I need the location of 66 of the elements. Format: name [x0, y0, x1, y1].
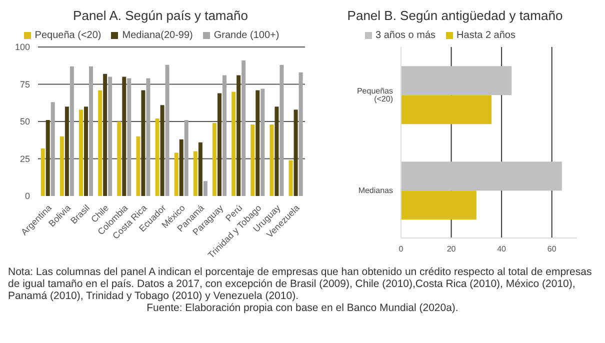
bar: [401, 162, 562, 191]
bar: [288, 160, 293, 196]
y-tick-label: 100: [14, 42, 30, 52]
bar: [160, 105, 164, 196]
bar: [198, 142, 202, 196]
bar: [203, 181, 208, 196]
y-tick-label: 75: [20, 79, 30, 90]
bar: [155, 118, 160, 196]
source-note: Fuente: Elaboración propia con base en el Banco Mundial (2020a).: [146, 302, 460, 314]
bar: [64, 106, 69, 196]
bar: [89, 66, 94, 196]
bar: [117, 122, 122, 196]
bar: [179, 139, 184, 196]
bar: [184, 120, 188, 196]
bar: [401, 190, 476, 220]
bar: [127, 78, 132, 196]
bar: [236, 75, 241, 196]
y-tick-label: 0: [24, 191, 30, 202]
x-tick-label: 20: [446, 244, 456, 254]
x-tick-label: 60: [547, 244, 557, 254]
bar: [193, 151, 198, 196]
legend-label: Pequeña (<20): [34, 30, 102, 41]
chart-title: Panel A. Según país y tamaño: [72, 8, 249, 25]
y-tick-label: Pequeñas (<20): [356, 86, 394, 104]
bar: [270, 124, 274, 196]
bar: [280, 64, 284, 196]
bar: [212, 122, 217, 196]
bar: [298, 72, 303, 196]
bar: [218, 93, 222, 196]
bar: [242, 60, 246, 196]
legend-label: 3 años o más: [376, 30, 436, 41]
text: Nota: Las columnas del panel A indican el porcentaje de empresas que han obtenido un crédito respecto al total de empresas de igual tamaño en el país. Datos a 2017, con excepción de Brasil (2009), Chile (2010),Costa Rica (2010), México (2010), Panamá (2010), Trinidad y Tobago (2010) y Venezuela (2010).: [8, 266, 593, 302]
bar: [141, 90, 146, 196]
bar: [98, 90, 102, 196]
bar: [136, 136, 140, 196]
legend-label: Hasta 2 años: [456, 30, 516, 41]
bar: [401, 66, 512, 96]
bar: [40, 148, 45, 196]
bar: [108, 76, 112, 196]
bar: [294, 110, 298, 196]
bar: [401, 95, 492, 124]
x-tick-label: 0: [398, 244, 404, 254]
bar: [50, 102, 55, 196]
y-tick-label: 50: [20, 116, 30, 127]
bar: [274, 106, 279, 196]
bar: [165, 64, 170, 196]
bar: [146, 78, 150, 196]
bar: [84, 106, 88, 196]
chart-title: Panel B. Según antigüedad y tamaño: [346, 8, 564, 25]
bar: [103, 74, 108, 196]
legend-label: Mediana(20-99): [122, 30, 193, 41]
bar: [70, 66, 74, 196]
bar: [250, 124, 255, 196]
x-tick-label: 40: [497, 244, 507, 254]
y-tick-label: 25: [20, 154, 30, 164]
y-tick-label: Medianas: [358, 186, 393, 196]
bar: [232, 92, 236, 196]
bar: [256, 90, 260, 196]
bar: [79, 110, 84, 196]
bar: [122, 76, 126, 196]
legend-label: Grande (100+): [214, 30, 280, 41]
bar: [260, 88, 265, 196]
bar: [222, 75, 227, 196]
bar: [46, 120, 50, 196]
bar: [174, 152, 178, 196]
bar: [60, 136, 64, 196]
